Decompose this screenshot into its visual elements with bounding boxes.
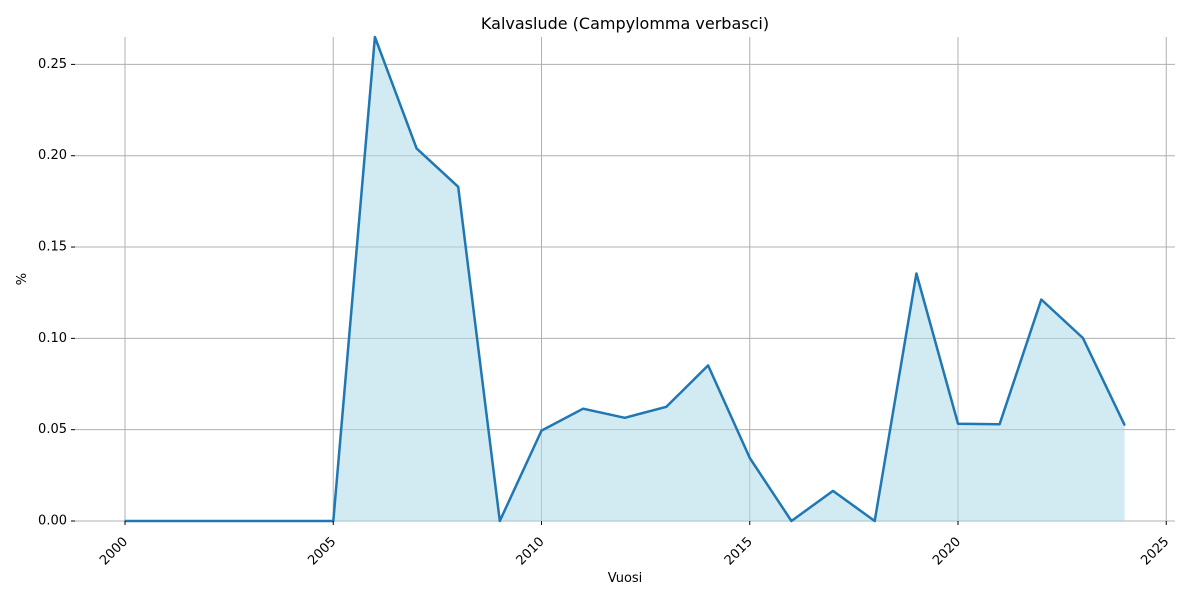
data-point (873, 520, 876, 522)
y-axis-label: % (15, 273, 30, 285)
y-tick-label: 0.05 (38, 422, 67, 437)
data-point (790, 520, 793, 522)
data-point (374, 36, 376, 38)
data-point (957, 422, 959, 425)
data-point (624, 417, 626, 419)
series-layer (124, 35, 1126, 523)
data-point (457, 185, 460, 188)
y-tick-label: 0.10 (38, 331, 67, 346)
data-point (915, 272, 918, 275)
x-tick-label: 2020 (930, 534, 964, 568)
data-point (832, 490, 834, 492)
x-tick-label: 2000 (97, 534, 131, 568)
x-axis-label: Vuosi (608, 571, 643, 586)
data-point (499, 520, 501, 522)
data-point (1040, 298, 1043, 301)
y-tick-label: 0.00 (38, 514, 67, 529)
x-tick-label: 2010 (514, 534, 548, 568)
data-point (290, 520, 293, 522)
y-tick-label: 0.20 (38, 148, 67, 163)
data-point (540, 429, 543, 432)
data-point (249, 520, 251, 522)
data-point (748, 457, 751, 459)
data-point (1123, 424, 1126, 426)
data-point (1082, 337, 1084, 339)
data-point (415, 147, 418, 150)
x-tick-label: 2025 (1138, 534, 1172, 568)
y-tick-label: 0.25 (38, 57, 67, 72)
data-point (707, 364, 709, 367)
data-point (207, 520, 210, 522)
data-point (582, 407, 584, 410)
series-area (125, 37, 1125, 521)
data-point (665, 406, 668, 408)
x-tick-label: 2015 (722, 534, 756, 568)
chart-title: Kalvaslude (Campylomma verbasci) (481, 14, 769, 33)
data-point (998, 423, 1001, 426)
x-tick-label: 2005 (305, 534, 339, 568)
y-tick-label: 0.15 (38, 240, 67, 255)
data-point (165, 520, 168, 522)
